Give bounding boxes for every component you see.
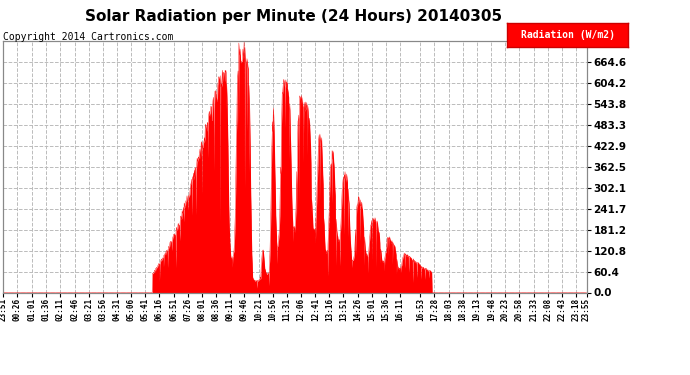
Text: Radiation (W/m2): Radiation (W/m2) bbox=[520, 30, 615, 40]
Text: Copyright 2014 Cartronics.com: Copyright 2014 Cartronics.com bbox=[3, 32, 174, 42]
Text: Solar Radiation per Minute (24 Hours) 20140305: Solar Radiation per Minute (24 Hours) 20… bbox=[85, 9, 502, 24]
